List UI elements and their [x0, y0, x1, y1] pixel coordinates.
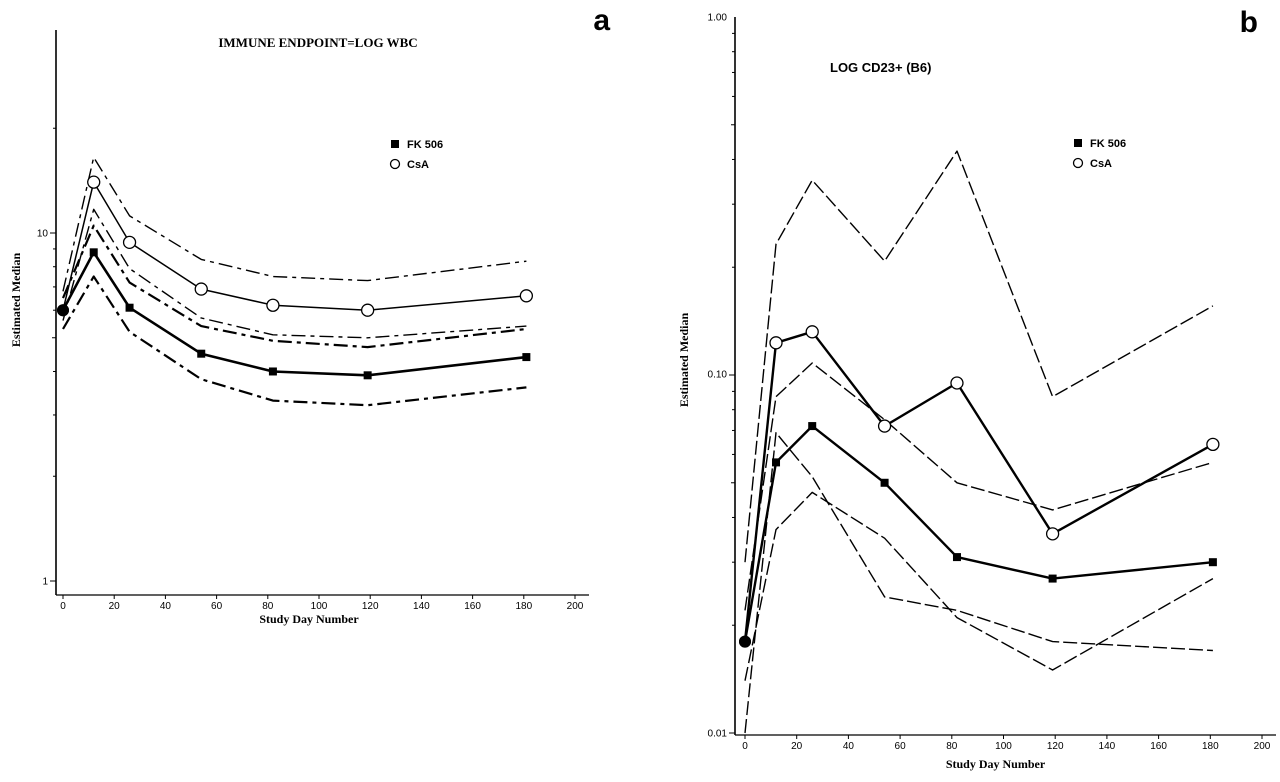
y-axis-label: Estimated Median: [677, 313, 691, 408]
series-line-csa: [743, 330, 1214, 642]
panel-letter: a: [593, 4, 610, 37]
x-tick-label: 160: [1150, 741, 1167, 752]
point-csa: [122, 235, 137, 250]
point-fk506: [89, 248, 98, 257]
point-csa: [877, 419, 892, 433]
legend-marker-fk506: [391, 140, 399, 148]
y-tick-label: 0.10: [708, 370, 728, 381]
x-tick-label: 40: [160, 601, 172, 612]
point-csa: [1045, 527, 1060, 541]
point-fk506: [125, 303, 134, 312]
x-tick-label: 0: [742, 741, 748, 752]
chart-title: LOG CD23+ (B6): [830, 60, 932, 75]
x-tick-label: 0: [60, 601, 66, 612]
y-tick-label: 10: [37, 229, 49, 240]
x-tick-label: 40: [843, 741, 855, 752]
x-tick-label: 200: [1254, 741, 1271, 752]
point-csa: [266, 298, 280, 312]
panel-letter: b: [1240, 6, 1258, 39]
point-csa: [1206, 437, 1220, 452]
point-fk506: [808, 422, 817, 431]
legend-marker-fk506: [1074, 139, 1082, 147]
x-tick-label: 80: [262, 601, 274, 612]
x-tick-label: 120: [1047, 741, 1064, 752]
point-csa: [950, 376, 964, 390]
band-csa-lower: [62, 208, 527, 339]
x-tick-label: 100: [311, 601, 328, 612]
point-fk506: [363, 371, 372, 380]
legend-marker-csa: [389, 158, 401, 170]
series-line-fk506: [743, 424, 1214, 642]
point-csa: [87, 175, 101, 189]
x-tick-label: 60: [895, 741, 907, 752]
x-tick-label: 80: [946, 741, 958, 752]
point-csa: [769, 336, 783, 350]
baseline-point: [739, 635, 751, 648]
x-tick-label: 100: [995, 741, 1012, 752]
baseline-point: [57, 304, 69, 317]
legend-label: FK 506: [1090, 138, 1126, 150]
band-csa-upper: [62, 156, 527, 292]
y-axis-label: Estimated Median: [9, 253, 23, 348]
chart-title: IMMUNE ENDPOINT=LOG WBC: [218, 35, 417, 50]
panel-b: b 0 20 40 60 80 100 120 140 160 180 200 0.01 0.10 1.00…: [677, 6, 1276, 771]
x-tick-label: 120: [362, 601, 379, 612]
legend-marker-csa: [1072, 157, 1084, 169]
point-fk506: [268, 367, 277, 376]
x-tick-label: 20: [109, 601, 121, 612]
y-tick-label: 1.00: [708, 13, 728, 24]
x-tick-label: 140: [413, 601, 430, 612]
x-tick-label: 20: [791, 741, 803, 752]
legend-label: CsA: [1090, 158, 1112, 170]
x-tick-label: 180: [1202, 741, 1219, 752]
point-fk506: [880, 478, 889, 487]
point-fk506: [1048, 574, 1057, 583]
legend-label: FK 506: [407, 139, 443, 151]
band-fk506-lower: [62, 275, 527, 407]
band-fk506-lower: [744, 491, 1214, 681]
point-fk506: [197, 349, 206, 358]
x-axis-label: Study Day Number: [259, 612, 359, 626]
band-csa-lower: [744, 432, 1213, 734]
band-fk506-upper: [61, 224, 527, 349]
y-tick-label: 0.01: [708, 729, 728, 740]
point-csa: [519, 289, 534, 303]
x-tick-label: 60: [211, 601, 223, 612]
x-tick-label: 200: [567, 601, 584, 612]
band-csa-upper: [744, 150, 1214, 563]
x-axis-label: Study Day Number: [946, 757, 1046, 771]
point-fk506: [522, 353, 531, 362]
point-fk506: [952, 553, 961, 562]
legend-label: CsA: [407, 159, 429, 171]
x-tick-label: 160: [464, 601, 481, 612]
x-tick-label: 180: [515, 601, 532, 612]
x-tick-label: 140: [1099, 741, 1116, 752]
y-tick-label: 1: [42, 577, 48, 588]
point-fk506: [772, 458, 781, 467]
point-fk506: [1208, 558, 1217, 567]
panel-a: a 0 20 40 60 80 100 120 140 160 180 200 1 10 IMMUNE EN…: [9, 4, 610, 626]
point-csa: [194, 282, 208, 296]
point-csa: [360, 303, 375, 317]
band-fk506-upper: [744, 362, 1214, 611]
point-csa: [805, 325, 819, 339]
